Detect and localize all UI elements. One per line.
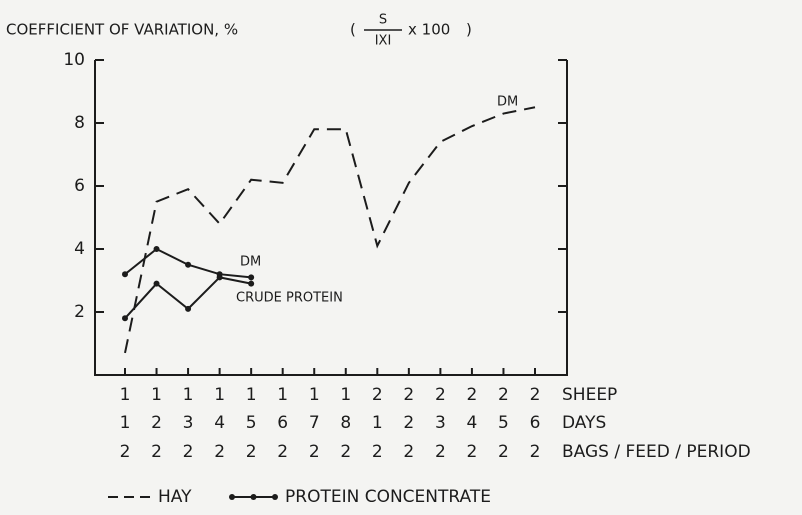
x-tick-label: 1 bbox=[120, 413, 131, 433]
series-dot bbox=[153, 280, 160, 287]
x-tick-label: 1 bbox=[309, 385, 320, 405]
y-tick-label: 2 bbox=[74, 302, 85, 322]
x-tick-label: 5 bbox=[498, 413, 509, 433]
y-axis-title: COEFFICIENT OF VARIATION, % S IXI x 100 … bbox=[6, 13, 472, 49]
legend-dot bbox=[229, 494, 235, 500]
x-tick-label: 2 bbox=[403, 385, 414, 405]
x-tick-label: 2 bbox=[120, 442, 131, 462]
x-tick-label: 2 bbox=[498, 442, 509, 462]
x-tick-label: 1 bbox=[372, 413, 383, 433]
legend-dot bbox=[250, 494, 257, 500]
series-dot bbox=[185, 261, 192, 268]
series-dot bbox=[122, 315, 128, 322]
series-dot bbox=[248, 280, 255, 287]
x-row-label: BAGS / FEED / PERIOD bbox=[562, 442, 751, 462]
legend-dot bbox=[272, 494, 278, 500]
series-dot bbox=[248, 274, 255, 281]
series-dot bbox=[185, 305, 192, 312]
x-tick-label: 6 bbox=[277, 413, 288, 433]
y-tick-label: 8 bbox=[74, 113, 85, 133]
x-tick-label: 1 bbox=[277, 385, 288, 405]
x-tick-label: 2 bbox=[467, 442, 478, 462]
x-tick-label: 2 bbox=[498, 385, 509, 405]
x-tick-label: 2 bbox=[309, 442, 320, 462]
x-tick-label: 2 bbox=[435, 442, 446, 462]
x-tick-label: 1 bbox=[151, 385, 162, 405]
series-dot bbox=[153, 246, 160, 252]
x-tick-label: 3 bbox=[435, 413, 446, 433]
x-tick-label: 2 bbox=[530, 385, 541, 405]
series-line bbox=[124, 276, 252, 319]
axes bbox=[94, 60, 568, 376]
x-row-label: SHEEP bbox=[562, 385, 617, 405]
x-tick-label: 2 bbox=[246, 442, 257, 462]
x-tick-label: 1 bbox=[214, 385, 225, 405]
x-tick-label: 2 bbox=[151, 442, 162, 462]
x-tick-label: 1 bbox=[120, 385, 131, 405]
series-label: DM bbox=[240, 255, 261, 270]
title-numerator: S bbox=[379, 13, 387, 28]
x-tick-label: 2 bbox=[340, 442, 351, 462]
series-dot bbox=[216, 274, 223, 281]
series-dot bbox=[122, 271, 128, 278]
x-tick-label: 3 bbox=[183, 413, 194, 433]
series-line bbox=[124, 106, 536, 354]
y-tick-label: 10 bbox=[63, 50, 85, 70]
x-tick-label: 1 bbox=[340, 385, 351, 405]
x-tick-label: 4 bbox=[214, 413, 225, 433]
x-tick-label: 2 bbox=[183, 442, 194, 462]
legend-label: HAY bbox=[158, 487, 192, 507]
x-tick-label: 2 bbox=[530, 442, 541, 462]
legend-label: PROTEIN CONCENTRATE bbox=[285, 487, 491, 507]
x-tick-label: 2 bbox=[372, 385, 383, 405]
x-tick-label: 2 bbox=[435, 385, 446, 405]
x-tick-label: 1 bbox=[183, 385, 194, 405]
title-denominator: IXI bbox=[375, 34, 392, 49]
paren: ( bbox=[350, 21, 356, 39]
x-tick-label: 4 bbox=[467, 413, 478, 433]
x-tick-label: 2 bbox=[403, 413, 414, 433]
x-tick-label: 2 bbox=[151, 413, 162, 433]
x-tick-label: 2 bbox=[403, 442, 414, 462]
paren: ) bbox=[466, 21, 472, 39]
title-suffix: x 100 bbox=[408, 21, 450, 39]
x-tick-label: 5 bbox=[246, 413, 257, 433]
x-tick-label: 8 bbox=[340, 413, 351, 433]
x-tick-label: 2 bbox=[277, 442, 288, 462]
series-label: CRUDE PROTEIN bbox=[236, 291, 343, 306]
x-tick-label: 6 bbox=[530, 413, 541, 433]
x-tick-label: 1 bbox=[246, 385, 257, 405]
x-tick-label: 2 bbox=[214, 442, 225, 462]
x-tick-label: 2 bbox=[467, 385, 478, 405]
y-tick-label: 6 bbox=[74, 176, 85, 196]
x-row-label: DAYS bbox=[562, 413, 606, 433]
x-tick-label: 7 bbox=[309, 413, 320, 433]
x-tick-label: 2 bbox=[372, 442, 383, 462]
y-tick-label: 4 bbox=[74, 239, 85, 259]
title-text: COEFFICIENT OF VARIATION, % bbox=[6, 21, 238, 39]
series-label: DM bbox=[497, 95, 518, 110]
